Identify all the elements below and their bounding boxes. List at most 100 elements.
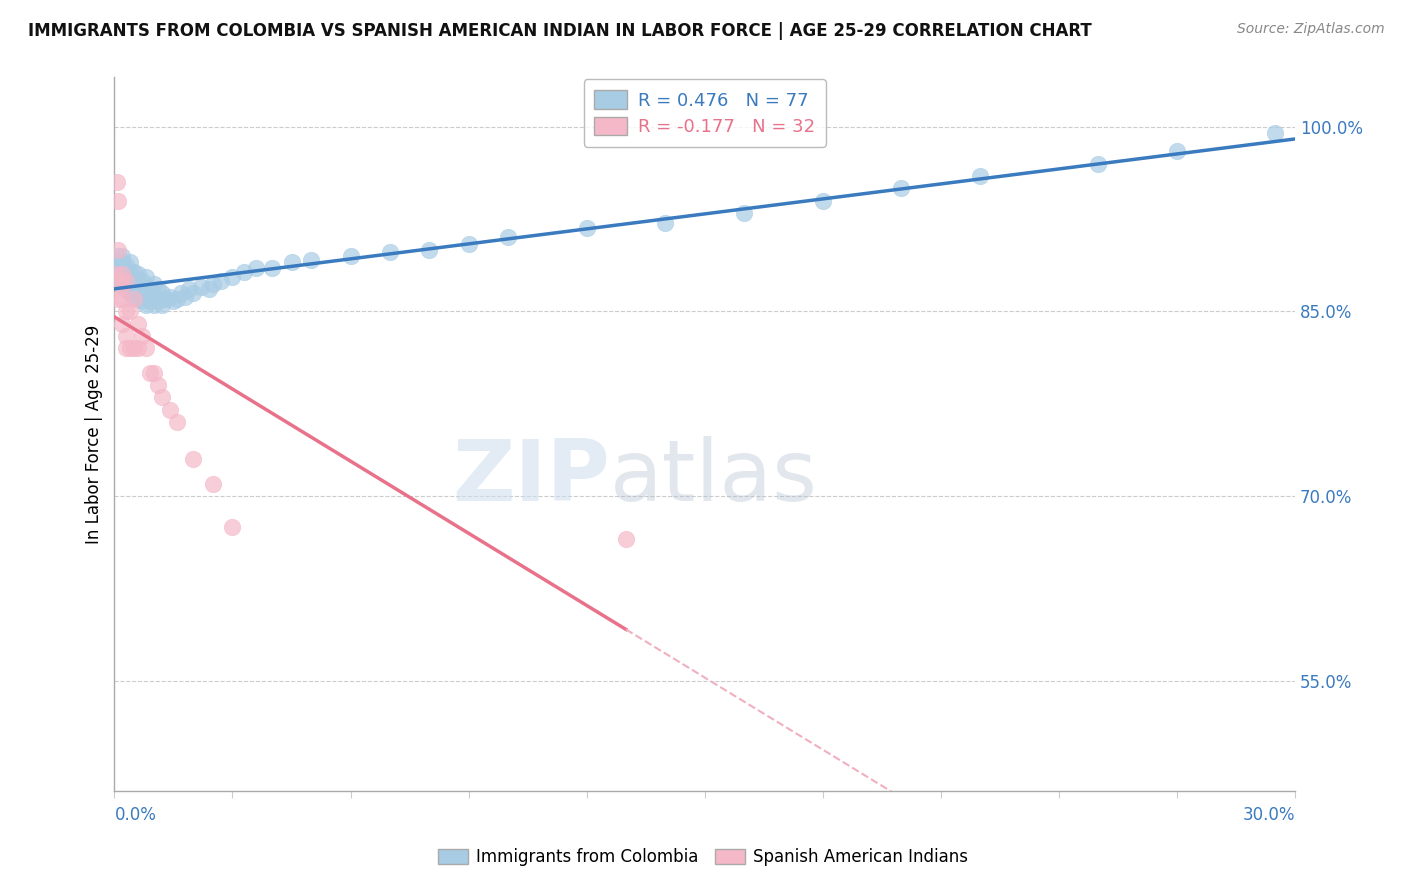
Point bbox=[155, 292, 177, 306]
Point bbox=[139, 366, 162, 380]
Point bbox=[209, 273, 232, 287]
Point bbox=[139, 294, 162, 309]
Point bbox=[179, 282, 201, 296]
Point bbox=[969, 169, 991, 183]
Point bbox=[105, 175, 128, 189]
Point bbox=[122, 282, 145, 296]
Point bbox=[201, 476, 224, 491]
Point bbox=[115, 265, 138, 279]
Point bbox=[107, 268, 129, 282]
Point bbox=[654, 216, 676, 230]
Point bbox=[111, 292, 134, 306]
Point bbox=[107, 194, 129, 208]
Point bbox=[131, 273, 153, 287]
Legend: Immigrants from Colombia, Spanish American Indians: Immigrants from Colombia, Spanish Americ… bbox=[429, 840, 977, 875]
Point bbox=[142, 298, 165, 312]
Point bbox=[111, 273, 134, 287]
Point bbox=[135, 289, 157, 303]
Point bbox=[127, 341, 149, 355]
Point bbox=[162, 294, 184, 309]
Point bbox=[378, 245, 401, 260]
Point bbox=[135, 279, 157, 293]
Point bbox=[201, 277, 224, 292]
Point bbox=[496, 230, 519, 244]
Point bbox=[111, 261, 134, 276]
Point bbox=[107, 273, 129, 287]
Point bbox=[107, 255, 129, 269]
Point bbox=[120, 304, 142, 318]
Point bbox=[122, 265, 145, 279]
Point bbox=[159, 402, 181, 417]
Point bbox=[150, 391, 173, 405]
Y-axis label: In Labor Force | Age 25-29: In Labor Force | Age 25-29 bbox=[86, 325, 103, 544]
Point bbox=[614, 532, 637, 546]
Point bbox=[1087, 156, 1109, 170]
Point bbox=[115, 277, 138, 292]
Point bbox=[1264, 126, 1286, 140]
Point bbox=[159, 289, 181, 303]
Point bbox=[120, 255, 142, 269]
Point bbox=[142, 277, 165, 292]
Point bbox=[110, 273, 132, 287]
Point bbox=[142, 366, 165, 380]
Legend: R = 0.476   N = 77, R = -0.177   N = 32: R = 0.476 N = 77, R = -0.177 N = 32 bbox=[583, 79, 825, 147]
Point bbox=[111, 255, 134, 269]
Point bbox=[115, 258, 138, 272]
Point bbox=[146, 378, 169, 392]
Point bbox=[111, 249, 134, 263]
Text: 30.0%: 30.0% bbox=[1243, 806, 1295, 824]
Point bbox=[127, 317, 149, 331]
Point bbox=[146, 294, 169, 309]
Point bbox=[111, 268, 134, 282]
Point bbox=[135, 269, 157, 284]
Text: 0.0%: 0.0% bbox=[114, 806, 156, 824]
Point bbox=[120, 341, 142, 355]
Point bbox=[280, 255, 302, 269]
Point bbox=[733, 206, 755, 220]
Point bbox=[115, 304, 138, 318]
Point bbox=[890, 181, 912, 195]
Point bbox=[181, 452, 204, 467]
Point bbox=[221, 519, 243, 533]
Point bbox=[111, 279, 134, 293]
Point bbox=[245, 261, 267, 276]
Point bbox=[131, 294, 153, 309]
Point bbox=[135, 341, 157, 355]
Point bbox=[150, 285, 173, 300]
Point bbox=[1166, 145, 1188, 159]
Point bbox=[120, 273, 142, 287]
Point bbox=[115, 273, 138, 287]
Point bbox=[299, 252, 322, 267]
Point bbox=[120, 285, 142, 300]
Point bbox=[105, 268, 128, 282]
Point bbox=[339, 249, 361, 263]
Point bbox=[111, 279, 134, 293]
Point bbox=[122, 273, 145, 287]
Point bbox=[111, 317, 134, 331]
Point bbox=[120, 279, 142, 293]
Point bbox=[131, 329, 153, 343]
Point bbox=[107, 261, 129, 276]
Point bbox=[115, 282, 138, 296]
Point bbox=[457, 236, 479, 251]
Point bbox=[198, 282, 221, 296]
Point bbox=[127, 285, 149, 300]
Point bbox=[127, 268, 149, 282]
Point bbox=[127, 277, 149, 292]
Point bbox=[174, 289, 197, 303]
Text: IMMIGRANTS FROM COLOMBIA VS SPANISH AMERICAN INDIAN IN LABOR FORCE | AGE 25-29 C: IMMIGRANTS FROM COLOMBIA VS SPANISH AMER… bbox=[28, 22, 1092, 40]
Point bbox=[139, 282, 162, 296]
Point bbox=[111, 268, 134, 282]
Point bbox=[142, 289, 165, 303]
Point bbox=[233, 265, 256, 279]
Text: atlas: atlas bbox=[610, 435, 818, 518]
Point bbox=[107, 249, 129, 263]
Point bbox=[107, 243, 129, 257]
Point bbox=[115, 329, 138, 343]
Point bbox=[260, 261, 283, 276]
Point bbox=[190, 279, 212, 293]
Point bbox=[166, 415, 188, 429]
Text: ZIP: ZIP bbox=[453, 435, 610, 518]
Point bbox=[166, 292, 188, 306]
Point bbox=[135, 298, 157, 312]
